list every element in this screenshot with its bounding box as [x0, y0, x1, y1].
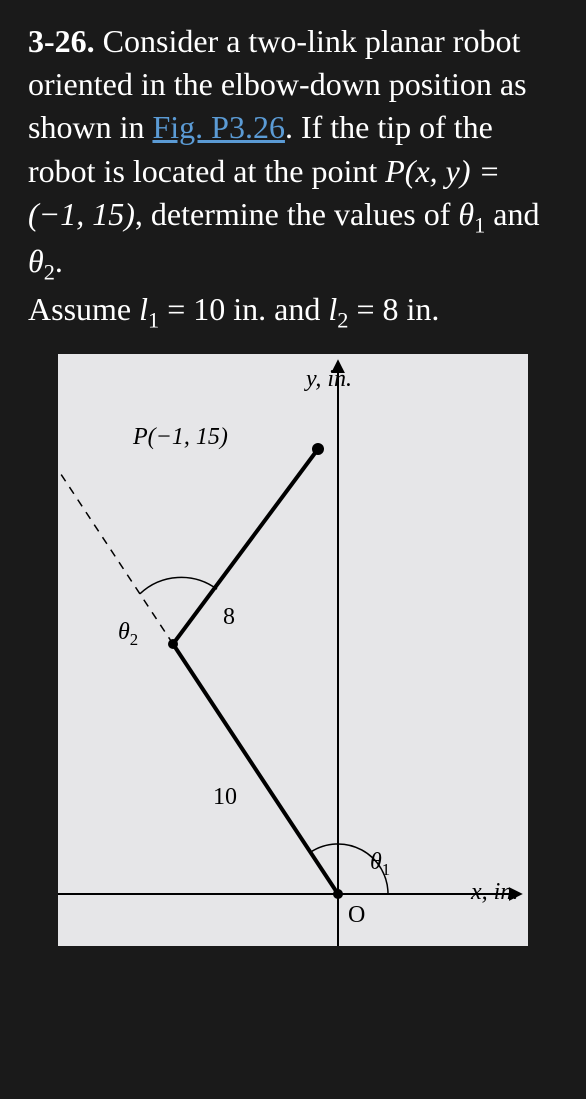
- theta2-label-symbol: θ: [118, 619, 130, 645]
- theta2-symbol: θ: [28, 243, 44, 279]
- point-p-label: P(−1, 15): [133, 424, 228, 451]
- link-1: [173, 644, 338, 894]
- x-axis-label: x, in.: [471, 879, 518, 906]
- text-period: .: [55, 243, 63, 279]
- figure-link[interactable]: Fig. P3.26: [152, 109, 284, 145]
- elbow-joint: [168, 639, 178, 649]
- theta1-subscript: 1: [474, 212, 485, 237]
- text-part3: , determine the values of: [135, 196, 458, 232]
- l2-value: = 8 in.: [348, 291, 439, 327]
- l1-symbol: l: [139, 291, 148, 327]
- theta2-label: θ2: [118, 619, 138, 650]
- theta1-symbol: θ: [458, 196, 474, 232]
- theta1-label-sub: 1: [382, 859, 390, 878]
- theta2-arc: [140, 577, 217, 593]
- l1-subscript: 1: [148, 307, 159, 332]
- theta1-label: θ1: [370, 849, 390, 880]
- link-2: [173, 449, 318, 644]
- theta1-label-symbol: θ: [370, 849, 382, 875]
- l1-value: = 10 in. and: [159, 291, 328, 327]
- l2-subscript: 2: [337, 307, 348, 332]
- assume-prefix: Assume: [28, 291, 139, 327]
- theta2-subscript: 2: [44, 260, 55, 285]
- figure-svg: [58, 354, 528, 946]
- theta2-label-sub: 2: [130, 629, 138, 648]
- problem-number: 3-26.: [28, 23, 95, 59]
- link2-length-label: 8: [223, 604, 235, 631]
- text-and: and: [485, 196, 539, 232]
- problem-statement: 3-26. Consider a two-link planar robot o…: [28, 20, 558, 336]
- origin-label: O: [348, 902, 365, 929]
- y-axis-label: y, in.: [306, 366, 352, 393]
- figure-p3-26: y, in. x, in. P(−1, 15) O θ1 θ2 10 8: [58, 354, 528, 946]
- tip-point: [312, 443, 324, 455]
- origin-joint: [333, 889, 343, 899]
- link1-length-label: 10: [213, 784, 237, 811]
- l2-symbol: l: [328, 291, 337, 327]
